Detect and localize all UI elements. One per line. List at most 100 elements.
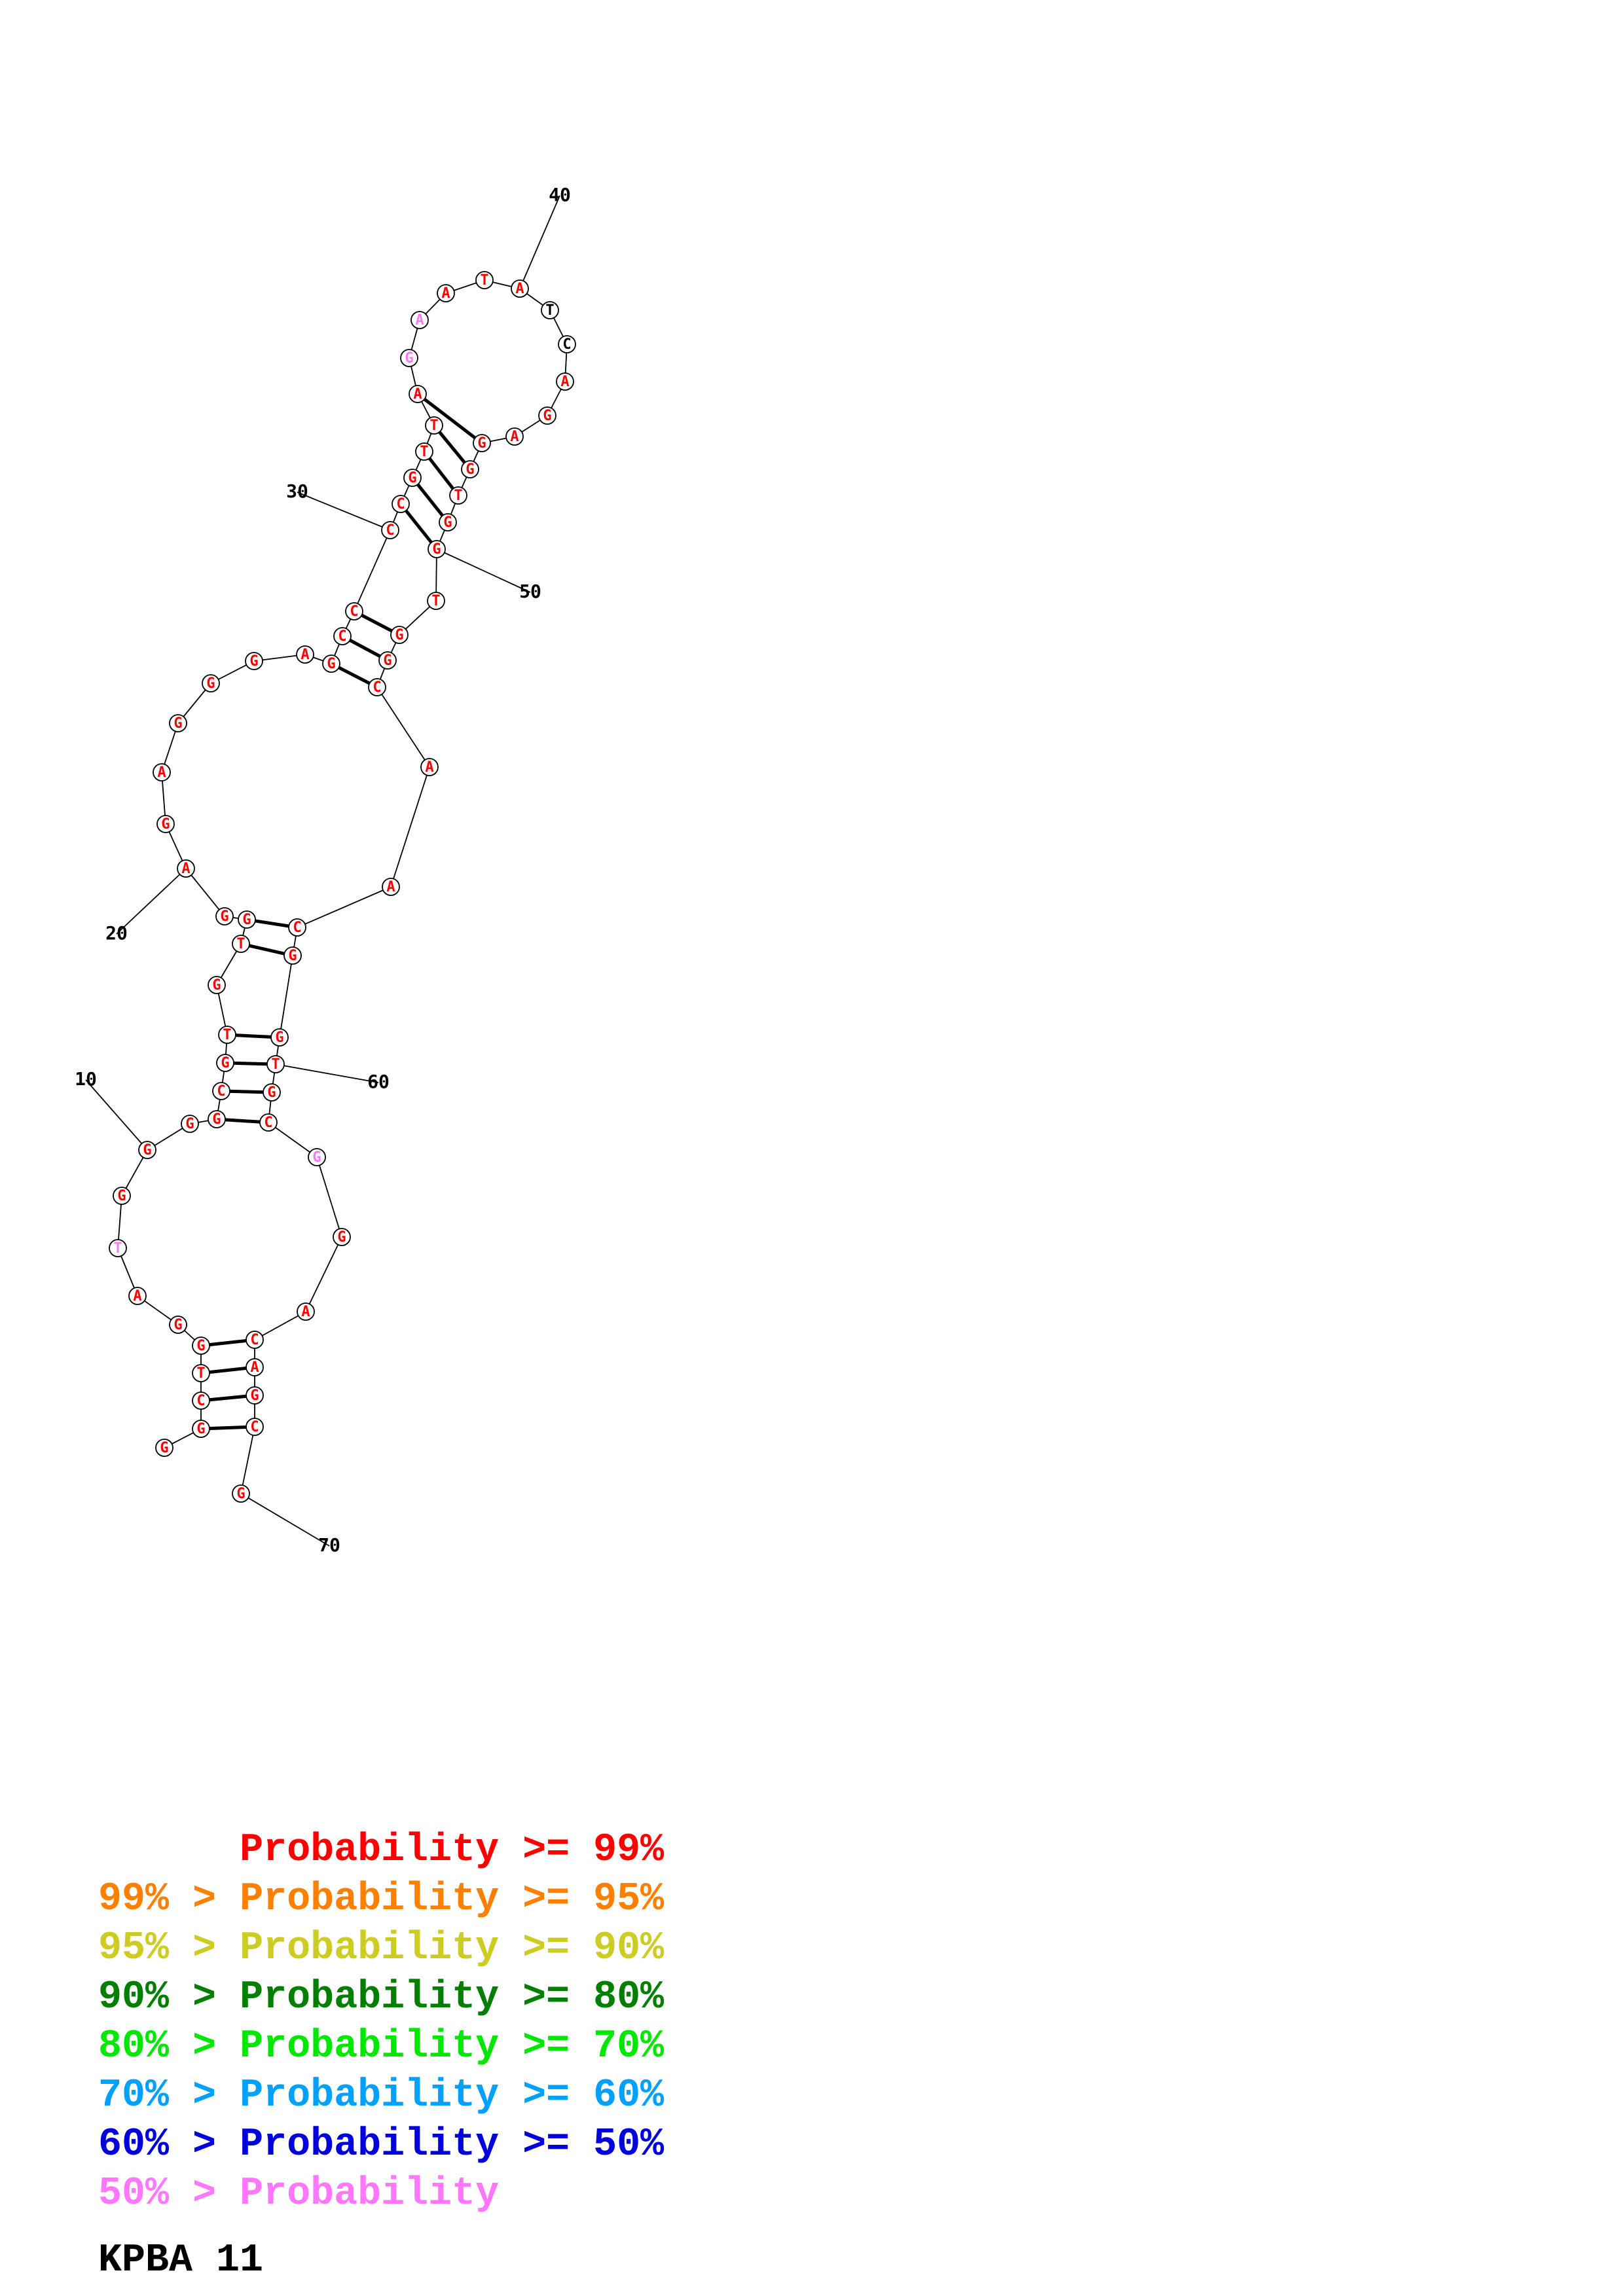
- position-marker-line: [275, 1064, 379, 1083]
- nucleotide-base: T: [454, 488, 462, 504]
- legend-sep: >: [169, 1877, 240, 1922]
- nucleotide-base: C: [338, 628, 346, 645]
- legend-range-low: 60%: [98, 2123, 170, 2167]
- nucleotide-circle: [263, 1083, 281, 1102]
- base-pair-bond: [399, 503, 438, 550]
- nucleotide-base: T: [113, 1240, 122, 1257]
- base-pair-bond: [411, 476, 449, 524]
- nucleotide: C: [192, 1391, 210, 1410]
- legend-row: 80% > Probability >= 70%: [98, 2022, 664, 2072]
- nucleotide: G: [208, 1110, 226, 1128]
- nucleotide-circle: [420, 758, 439, 776]
- nucleotide-base: A: [133, 1288, 141, 1304]
- nucleotide: G: [113, 1187, 131, 1205]
- nucleotide: G: [428, 540, 446, 558]
- nucleotide-base: T: [196, 1365, 205, 1382]
- nucleotide-base: G: [327, 656, 335, 672]
- nucleotide-base: T: [429, 418, 438, 434]
- nucleotide-base: A: [510, 429, 519, 445]
- nucleotide: T: [218, 1026, 236, 1044]
- nucleotide: G: [283, 946, 302, 965]
- legend-range-high: >= 80%: [499, 1975, 665, 2020]
- nucleotide-circle: [538, 406, 556, 425]
- nucleotide-circle: [556, 372, 574, 391]
- legend-label: Probability: [240, 2123, 500, 2167]
- nucleotide-base: G: [275, 1030, 283, 1046]
- legend-range-high: >= 70%: [499, 2024, 665, 2069]
- nucleotide: T: [266, 1055, 285, 1073]
- nucleotide-base: C: [196, 1393, 205, 1409]
- nucleotide: G: [181, 1115, 199, 1133]
- nucleotide-circle: [169, 714, 187, 732]
- nucleotide-circle: [192, 1364, 210, 1382]
- backbone-segment: [390, 766, 430, 888]
- nucleotide-circle: [218, 1026, 236, 1044]
- nucleotide-circle: [410, 311, 429, 329]
- nucleotide-circle: [409, 385, 427, 403]
- nucleotide: G: [473, 434, 491, 452]
- position-marker-label: 20: [105, 922, 128, 944]
- nucleotide-circle: [232, 935, 250, 953]
- nucleotide-base: T: [431, 593, 440, 609]
- nucleotide-base: G: [432, 541, 441, 558]
- nucleotide-base: G: [337, 1229, 346, 1246]
- nucleotide-circle: [202, 674, 220, 692]
- nucleotide-base: C: [293, 920, 301, 936]
- nucleotide-base: G: [221, 1055, 229, 1071]
- nucleotide-base: G: [250, 1388, 259, 1404]
- nucleotide: A: [556, 372, 574, 391]
- nucleotide-base: G: [160, 1440, 168, 1456]
- legend-row: 50% > Probability: [98, 2170, 664, 2219]
- nucleotide: T: [475, 271, 494, 289]
- nucleotide-circle: [216, 1054, 234, 1072]
- nucleotide: G: [138, 1141, 156, 1159]
- legend-range-low: 99%: [98, 1877, 170, 1922]
- nucleotide: A: [437, 284, 455, 302]
- nucleotide: C: [345, 602, 363, 620]
- nucleotide-base: G: [312, 1149, 321, 1166]
- nucleotide-base: T: [480, 272, 488, 289]
- legend-range-low: 90%: [98, 1975, 170, 2020]
- nucleotide-circle: [392, 495, 410, 513]
- position-marker-label: 30: [286, 480, 308, 502]
- nucleotide-base: A: [413, 386, 422, 403]
- nucleotide: G: [169, 1316, 187, 1334]
- nucleotide-circle: [308, 1148, 326, 1166]
- backbone-segment: [297, 886, 392, 928]
- nucleotide: G: [155, 1439, 173, 1457]
- nucleotide-circle: [208, 1110, 226, 1128]
- nucleotide: C: [381, 521, 399, 539]
- nucleotide-base: G: [236, 1486, 245, 1502]
- nucleotide-circle: [296, 645, 314, 664]
- nucleotide-circle: [428, 540, 446, 558]
- legend-row: 99% > Probability >= 95%: [98, 1875, 664, 1924]
- nucleotide: A: [246, 1358, 264, 1376]
- nucleotide-base: G: [220, 908, 228, 925]
- nucleotide: G: [378, 651, 397, 670]
- nucleotide-circle: [558, 335, 576, 353]
- legend-sep: >: [169, 2024, 240, 2069]
- nucleotide: G: [400, 349, 418, 367]
- nucleotide-base: A: [301, 647, 309, 663]
- nucleotide-base: G: [383, 653, 392, 669]
- nucleotide-circle: [297, 1302, 315, 1321]
- nucleotide-circle: [270, 1028, 289, 1047]
- nucleotide-base: G: [249, 653, 258, 670]
- legend-label: Probability: [240, 1877, 500, 1922]
- legend-sep: >: [169, 2123, 240, 2167]
- backbone-segment: [254, 1311, 306, 1340]
- backbone-segment: [268, 1122, 318, 1158]
- nucleotide: T: [415, 442, 433, 461]
- legend-sep: >: [169, 1975, 240, 2020]
- nucleotide-base: A: [441, 285, 450, 302]
- nucleotide-circle: [475, 271, 494, 289]
- nucleotide-base: T: [545, 302, 554, 319]
- position-marker-line: [85, 1079, 148, 1151]
- nucleotide: A: [128, 1287, 147, 1305]
- nucleotide: G: [208, 976, 226, 994]
- legend-range-high: >= 90%: [499, 1926, 665, 1971]
- nucleotide-base: C: [250, 1332, 259, 1348]
- nucleotide-base: C: [386, 522, 394, 539]
- nucleotide-base: C: [250, 1419, 259, 1435]
